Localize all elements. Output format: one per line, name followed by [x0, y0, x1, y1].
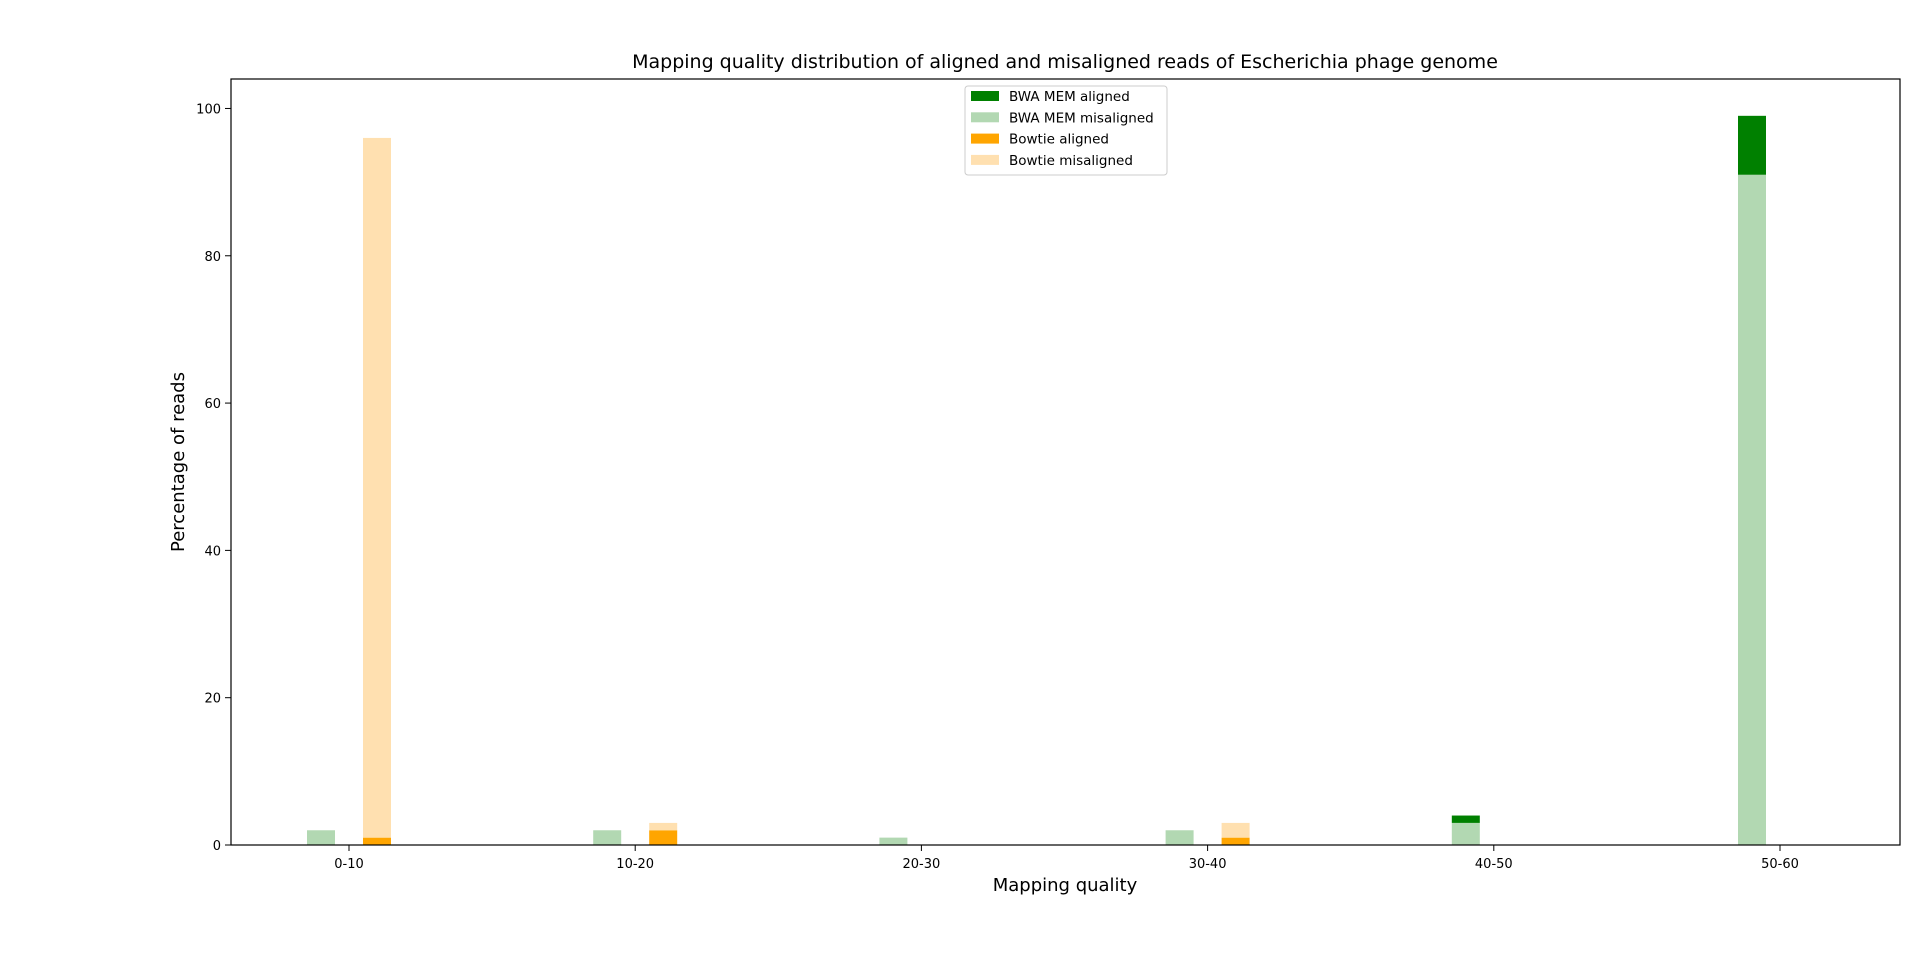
- legend-label: BWA MEM aligned: [1009, 89, 1130, 105]
- bar-bowtie-aligned-0-10: [363, 837, 391, 845]
- legend-swatch: [971, 112, 999, 123]
- legend-label: BWA MEM misaligned: [1009, 110, 1154, 126]
- x-tick-label: 10-20: [616, 857, 654, 872]
- plot-area-frame: [230, 78, 1901, 846]
- legend-items: BWA MEM aligned BWA MEM misaligned Bowtie …: [971, 89, 1154, 169]
- y-axis-title: Percentage of reads: [168, 372, 189, 552]
- legend-swatch: [971, 91, 999, 101]
- legend: BWA MEM aligned BWA MEM misaligned Bowtie …: [964, 85, 1168, 176]
- bar-bwa-mem-misaligned-0-10: [307, 830, 335, 845]
- bar-bwa-mem-misaligned-50-60: [1738, 174, 1766, 845]
- legend-label: Bowtie aligned: [1009, 132, 1109, 148]
- x-tick-label: 20-30: [903, 857, 941, 872]
- y-tick-label: 20: [204, 692, 221, 707]
- bar-bwa-mem-misaligned-10-20: [593, 830, 622, 845]
- x-tick-label: 40-50: [1475, 857, 1513, 872]
- y-tick-label: 0: [213, 839, 221, 854]
- chart-title: Mapping quality distribution of aligned …: [632, 51, 1498, 73]
- x-tick-label: 30-40: [1189, 857, 1227, 872]
- legend-label: Bowtie misaligned: [1009, 153, 1133, 169]
- bar-bowtie-aligned-10-20: [649, 830, 678, 845]
- x-axis-title: Mapping quality: [993, 875, 1138, 896]
- legend-swatch: [971, 133, 999, 144]
- y-tick-label: 80: [204, 250, 221, 265]
- x-axis-ticks: 0-10 10-20 20-30 30-40 40-50 50-60: [334, 845, 1799, 872]
- x-tick-label: 0-10: [334, 857, 364, 872]
- y-tick-label: 60: [204, 397, 221, 412]
- bar-bwa-mem-aligned-40-50: [1451, 815, 1480, 823]
- y-axis-ticks: 0 20 40 60 80 100: [196, 102, 231, 854]
- bar-bowtie-misaligned-10-20: [649, 822, 678, 831]
- legend-box: [964, 85, 1168, 176]
- bar-bwa-mem-misaligned-30-40: [1165, 830, 1194, 845]
- bar-bwa-mem-misaligned-40-50: [1451, 822, 1480, 845]
- bars-layer: [307, 115, 1766, 845]
- x-tick-label: 50-60: [1761, 857, 1799, 872]
- bar-bowtie-aligned-30-40: [1221, 837, 1250, 845]
- bar-bwa-mem-misaligned-20-30: [879, 837, 908, 845]
- legend-swatch: [971, 154, 999, 165]
- bar-bowtie-misaligned-0-10: [363, 137, 391, 838]
- y-tick-label: 100: [196, 102, 221, 117]
- bar-bowtie-misaligned-30-40: [1221, 822, 1250, 838]
- bar-bwa-mem-aligned-50-60: [1738, 115, 1766, 175]
- y-tick-label: 40: [204, 544, 221, 559]
